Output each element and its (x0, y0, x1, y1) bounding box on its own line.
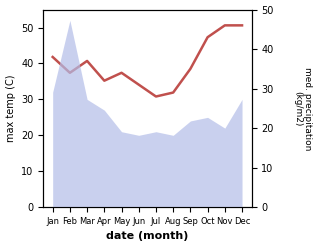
Y-axis label: med. precipitation
(kg/m2): med. precipitation (kg/m2) (293, 67, 313, 150)
X-axis label: date (month): date (month) (106, 231, 189, 242)
Y-axis label: max temp (C): max temp (C) (5, 75, 16, 142)
